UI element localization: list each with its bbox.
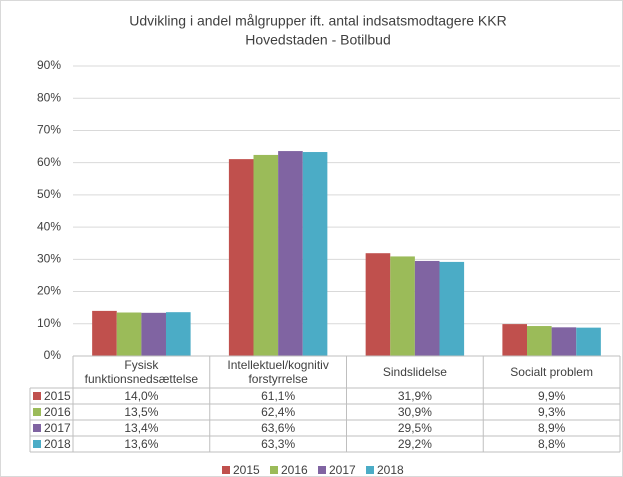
y-tick-label: 50% bbox=[37, 187, 61, 201]
x-tick-label: Fysisk funktionsnedsættelse bbox=[84, 358, 199, 386]
legend-key bbox=[318, 466, 326, 474]
row-label: 2015 bbox=[44, 389, 71, 403]
data-label: 29,5% bbox=[398, 421, 432, 435]
legend-label: 2016 bbox=[281, 463, 308, 477]
legend-key bbox=[33, 392, 41, 400]
legend-key bbox=[270, 466, 278, 474]
row-label: 2016 bbox=[44, 405, 71, 419]
bar bbox=[576, 327, 601, 356]
bar bbox=[551, 327, 577, 356]
y-tick-label: 70% bbox=[37, 123, 61, 137]
data-label: 13,6% bbox=[124, 437, 158, 451]
x-tick-label: Intellektuel/kognitiv forstyrrelse bbox=[227, 358, 329, 386]
y-tick-label: 80% bbox=[37, 90, 61, 104]
category-cell: Sindslidelse bbox=[382, 365, 447, 379]
legend-label: 2018 bbox=[377, 463, 404, 477]
data-label: 9,3% bbox=[538, 405, 566, 419]
bar bbox=[253, 154, 279, 356]
chart-title: Udvikling i andel målgrupper ift. antal … bbox=[129, 13, 506, 29]
data-label: 63,3% bbox=[261, 437, 295, 451]
legend-key bbox=[33, 424, 41, 432]
row-label: 2017 bbox=[44, 421, 71, 435]
bar bbox=[116, 312, 142, 356]
y-tick-label: 90% bbox=[37, 58, 61, 72]
data-label: 14,0% bbox=[124, 389, 158, 403]
data-label: 13,4% bbox=[124, 421, 158, 435]
legend-label: 2015 bbox=[233, 463, 260, 477]
data-label: 61,1% bbox=[261, 389, 295, 403]
y-tick-label: 10% bbox=[37, 316, 61, 330]
chart-subtitle: Hovedstaden - Botilbud bbox=[245, 32, 391, 48]
category-cell: Socialt problem bbox=[510, 365, 593, 379]
legend-key bbox=[366, 466, 374, 474]
bar bbox=[365, 253, 391, 356]
data-label: 13,5% bbox=[124, 405, 158, 419]
category-cell: Fysisk funktionsnedsættelse bbox=[84, 358, 199, 386]
data-label: 31,9% bbox=[398, 389, 432, 403]
legend-label: 2017 bbox=[329, 463, 356, 477]
bar bbox=[278, 151, 303, 356]
data-label: 8,9% bbox=[538, 421, 566, 435]
bar bbox=[92, 310, 117, 356]
bar bbox=[439, 261, 465, 356]
y-tick-label: 60% bbox=[37, 155, 61, 169]
bar bbox=[228, 159, 254, 356]
category-cell: Intellektuel/kognitiv forstyrrelse bbox=[227, 358, 329, 386]
legend-key bbox=[33, 440, 41, 448]
data-label: 62,4% bbox=[261, 405, 295, 419]
y-tick-label: 40% bbox=[37, 219, 61, 233]
y-tick-label: 20% bbox=[37, 284, 61, 298]
bar bbox=[414, 260, 440, 356]
x-tick-label: Socialt problem bbox=[510, 365, 593, 379]
data-label: 8,8% bbox=[538, 437, 566, 451]
row-label: 2018 bbox=[44, 437, 71, 451]
bar bbox=[302, 152, 328, 356]
y-tick-label: 30% bbox=[37, 252, 61, 266]
x-tick-label: Sindslidelse bbox=[382, 365, 447, 379]
bar bbox=[141, 312, 166, 356]
y-tick-label: 0% bbox=[44, 348, 62, 362]
data-label: 29,2% bbox=[398, 437, 432, 451]
data-label: 30,9% bbox=[398, 405, 432, 419]
data-label: 9,9% bbox=[538, 389, 566, 403]
bar bbox=[165, 312, 191, 356]
legend-key bbox=[33, 408, 41, 416]
data-label: 63,6% bbox=[261, 421, 295, 435]
bar bbox=[502, 324, 528, 356]
legend-key bbox=[222, 466, 230, 474]
bar bbox=[390, 256, 415, 356]
bar bbox=[527, 326, 552, 356]
